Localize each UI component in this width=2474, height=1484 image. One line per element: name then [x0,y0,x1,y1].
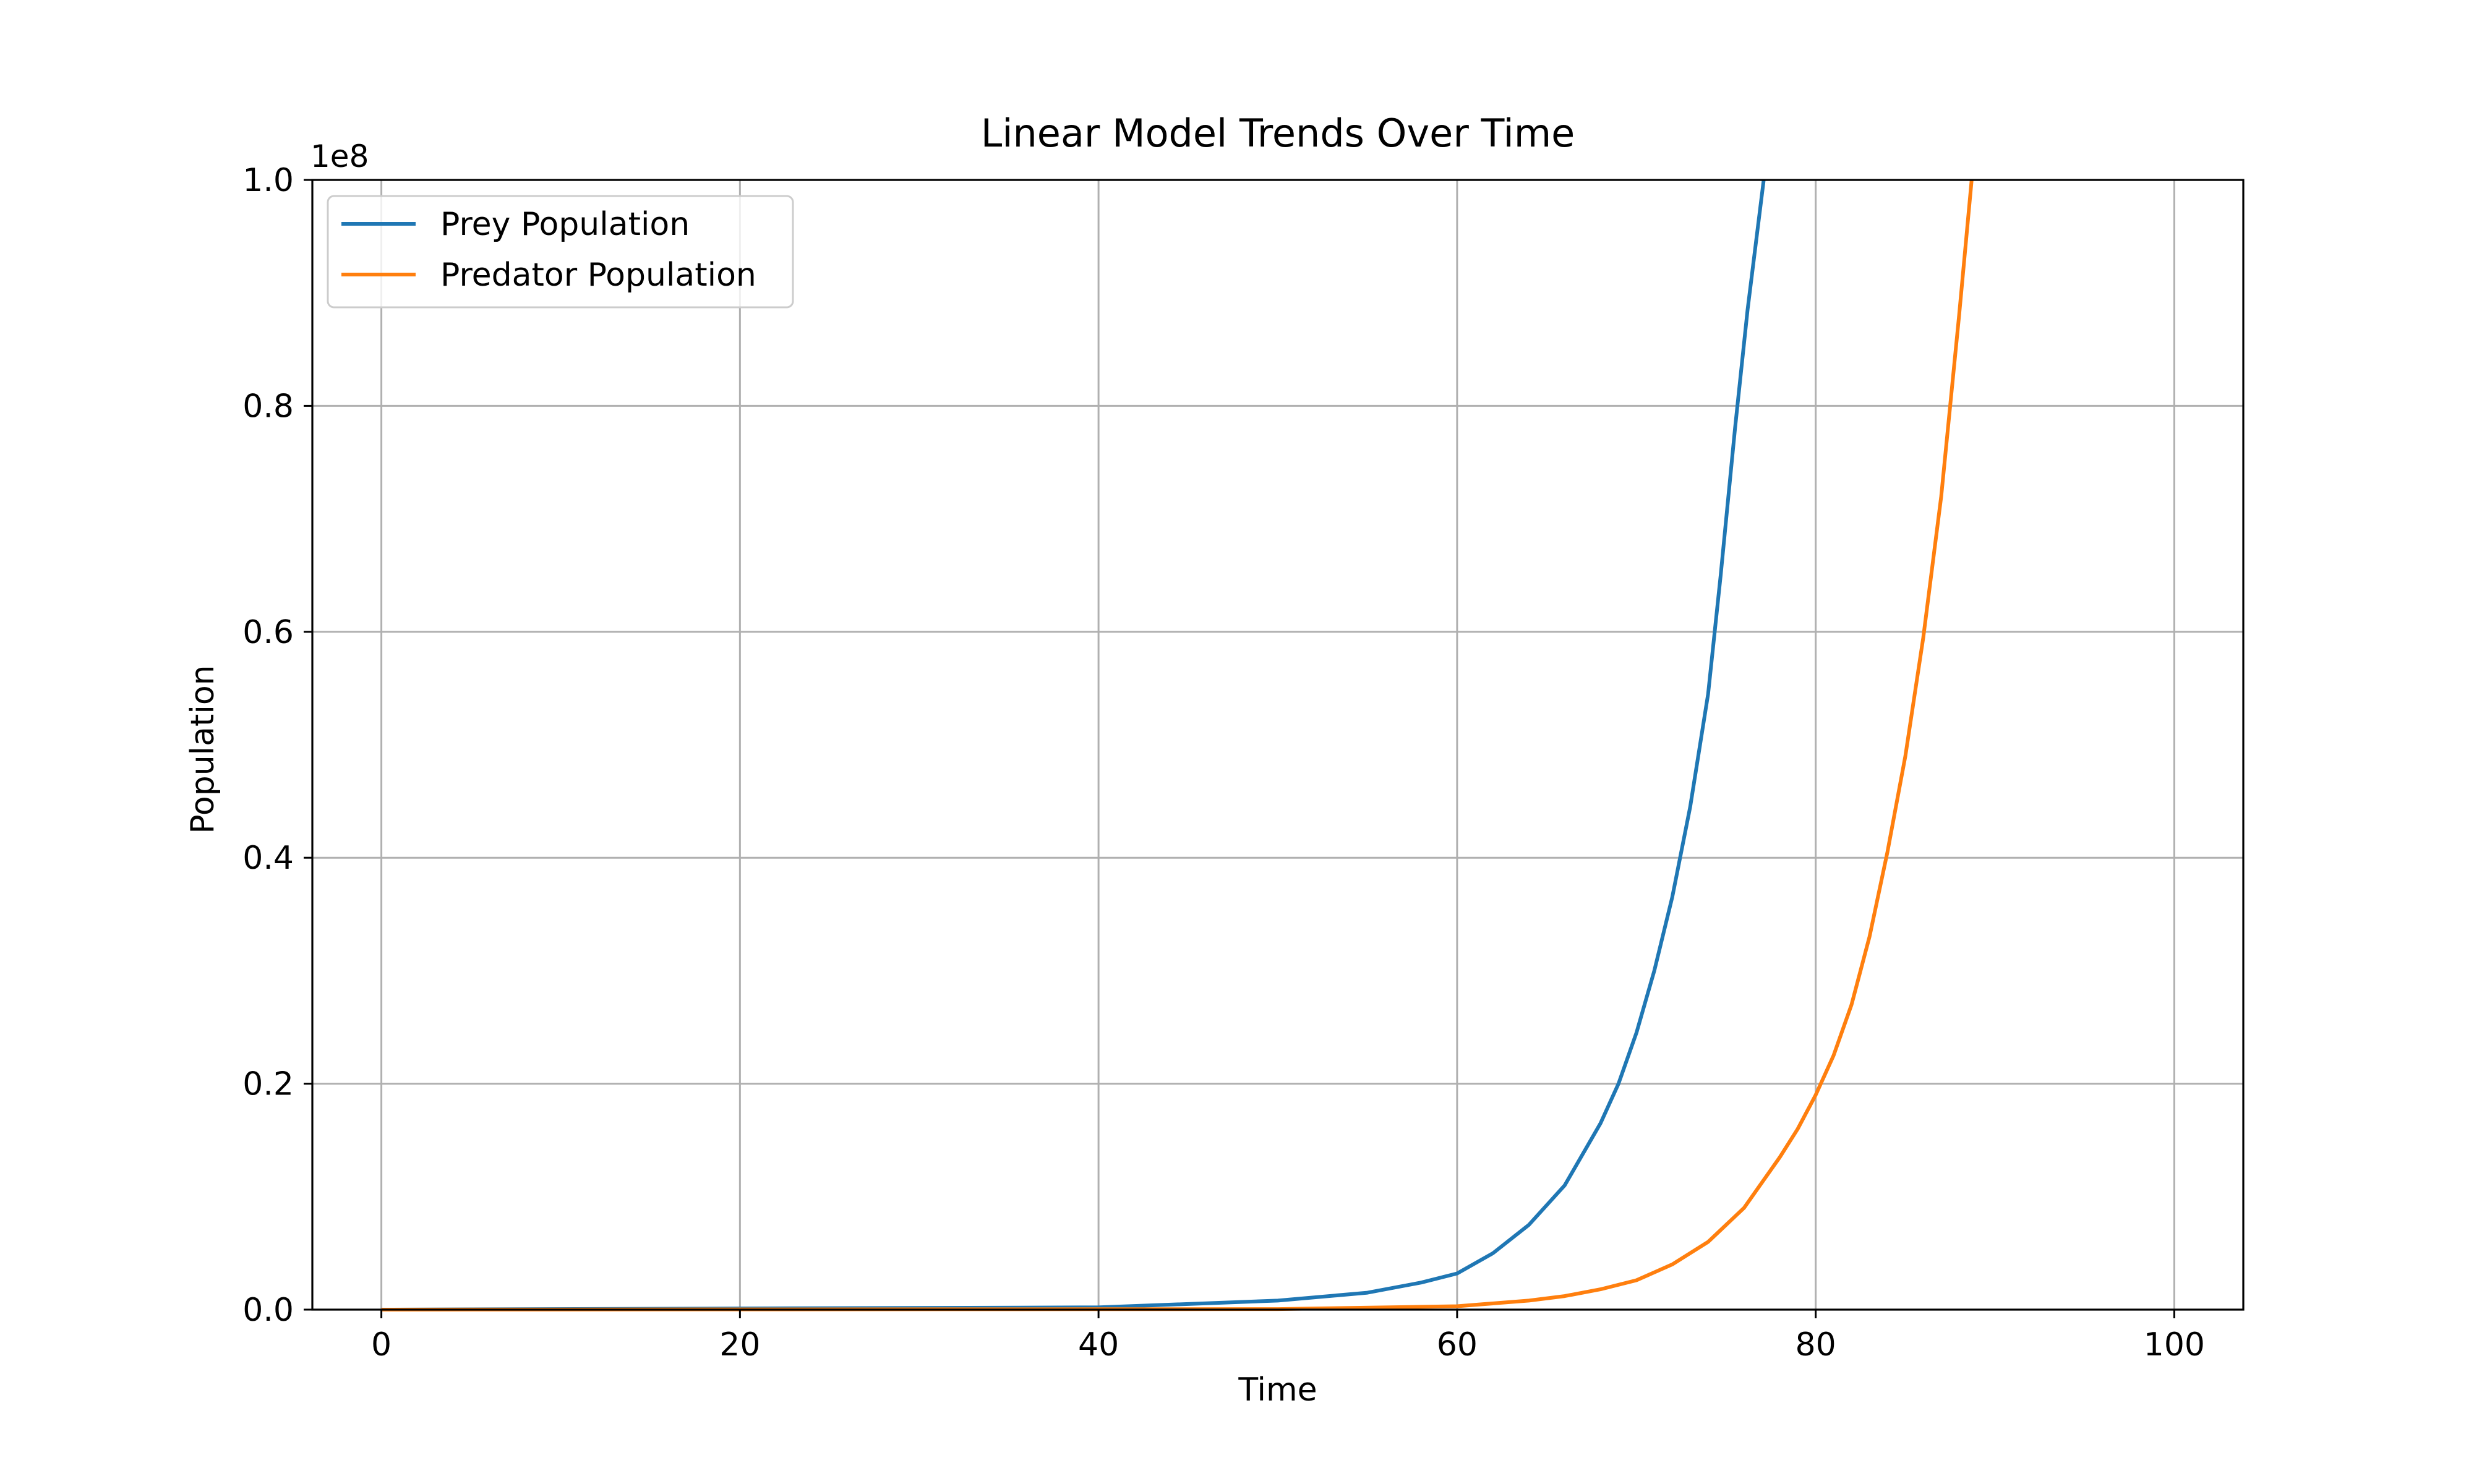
x-axis-ticks: 0 20 40 60 80 100 [371,1310,2205,1363]
y-tick-label: 0.6 [242,614,294,651]
x-tick-label: 60 [1437,1326,1478,1363]
x-tick-label: 100 [2144,1326,2205,1363]
y-tick-label: 0.4 [242,840,294,877]
series-layer [381,179,1974,1311]
legend-box [327,195,794,309]
chart-title: Linear Model Trends Over Time [981,111,1575,156]
y-axis-ticks: 0.0 0.2 0.4 0.6 0.8 1.0 [242,162,312,1329]
legend-label-predator: Predator Population [440,257,756,294]
x-axis-label: Time [1238,1371,1317,1409]
x-tick-label: 20 [719,1326,760,1363]
legend-label-prey: Prey Population [440,206,690,243]
legend: Prey Population Predator Population [327,195,794,309]
y-axis-scale-label: 1e8 [310,139,369,174]
series-line-predator [381,179,1974,1311]
y-tick-label: 0.2 [242,1066,294,1103]
x-tick-label: 0 [371,1326,392,1363]
series-line-prey [381,179,1766,1311]
x-tick-label: 80 [1796,1326,1836,1363]
y-tick-label: 0.0 [242,1292,294,1329]
y-tick-label: 1.0 [242,162,294,199]
x-tick-label: 40 [1078,1326,1119,1363]
y-axis-label: Population [184,665,221,834]
plot-frame [311,179,2245,1311]
y-tick-label: 0.8 [242,388,294,425]
